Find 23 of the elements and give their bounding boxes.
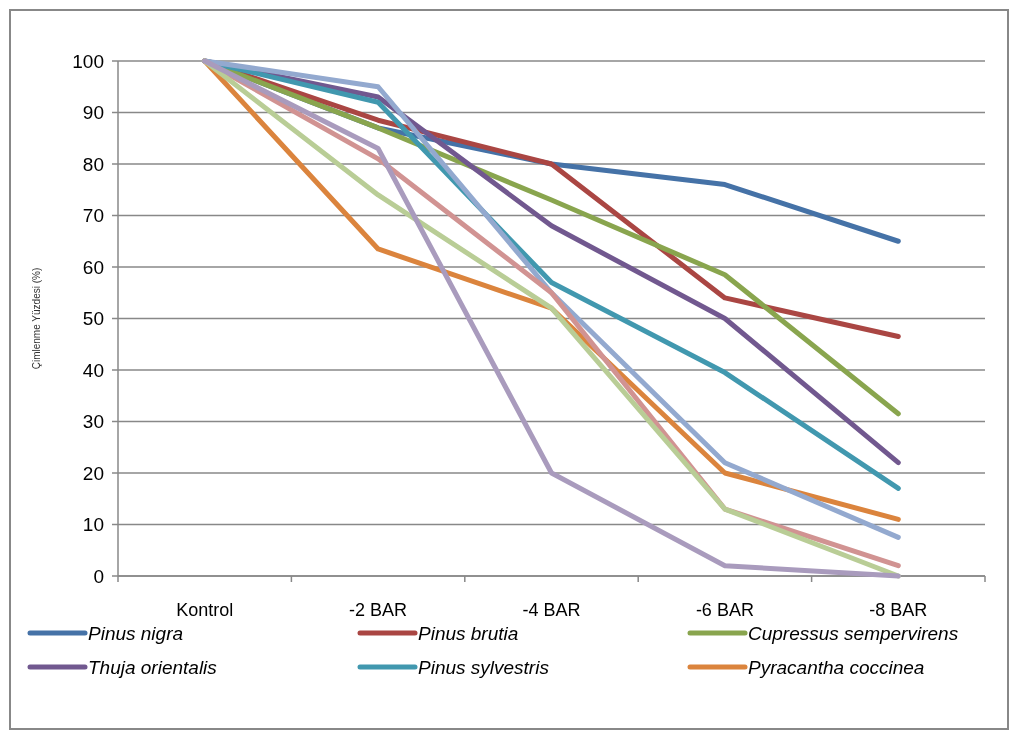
legend-label: Pinus nigra bbox=[88, 622, 184, 644]
legend-label: Pinus sylvestris bbox=[418, 656, 550, 678]
x-tick-label: -4 BAR bbox=[522, 600, 581, 620]
y-tick-label: 40 bbox=[82, 359, 104, 381]
y-tick-label: 0 bbox=[93, 565, 104, 587]
x-tick-label: -6 BAR bbox=[695, 600, 754, 620]
y-tick-label: 90 bbox=[82, 102, 104, 124]
y-tick-label: 100 bbox=[72, 50, 104, 72]
y-tick-label: 30 bbox=[82, 411, 104, 433]
y-tick-label: 80 bbox=[82, 153, 104, 175]
y-tick-label: 70 bbox=[82, 205, 104, 227]
legend-label: Pinus brutia bbox=[418, 622, 519, 644]
y-tick-label: 10 bbox=[82, 514, 104, 536]
y-tick-label: 60 bbox=[82, 256, 104, 278]
legend-label: Pyracantha coccinea bbox=[748, 656, 925, 678]
y-tick-label: 20 bbox=[82, 462, 104, 484]
x-tick-label: Kontrol bbox=[176, 600, 234, 620]
x-tick-label: -8 BAR bbox=[869, 600, 928, 620]
legend-label: Thuja orientalis bbox=[88, 656, 218, 678]
y-tick-label: 50 bbox=[82, 308, 104, 330]
y-axis-title: Çimlenme Yüzdesi (%) bbox=[31, 267, 42, 370]
legend-label: Cupressus sempervirens bbox=[748, 622, 959, 644]
x-tick-label: -2 BAR bbox=[349, 600, 408, 620]
